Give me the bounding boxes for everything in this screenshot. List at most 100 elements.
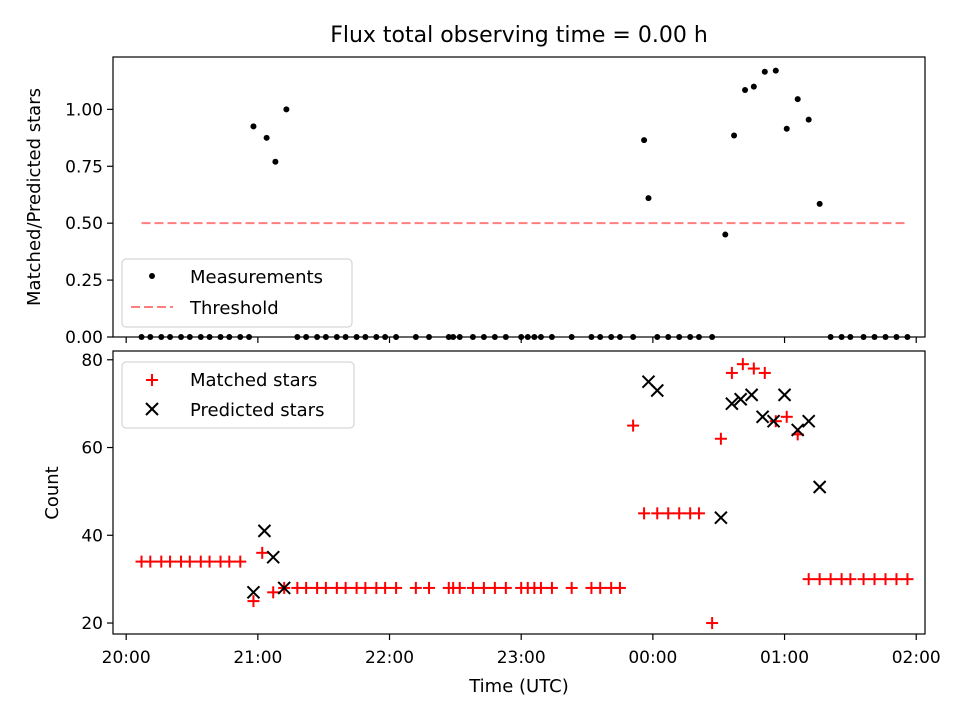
matched-star-point	[879, 573, 892, 586]
measurement-point	[794, 96, 801, 103]
predicted-star-point	[755, 410, 770, 424]
matched-star-point	[339, 581, 352, 594]
predicted-marker-b	[791, 423, 805, 437]
matched-star-point	[534, 581, 547, 594]
matched-star-point	[164, 555, 177, 568]
matched-star-point	[183, 555, 196, 568]
matched-star-point	[747, 362, 760, 375]
predicted-star-point	[733, 392, 748, 406]
top-panel: 0.00 0.25 0.50 0.75 1.00 Matched/Predicted s…	[24, 56, 926, 348]
matched-star-point	[488, 581, 501, 594]
matched-star-point	[857, 573, 870, 586]
measurement-point	[742, 87, 749, 94]
matched-star-point	[692, 507, 705, 520]
x-tick-label: 00:00	[628, 648, 677, 668]
matched-star-point	[725, 366, 738, 379]
legend-matched-label: Matched stars	[190, 370, 317, 391]
predicted-marker-b	[755, 410, 770, 424]
x-tick-label: 01:00	[760, 648, 809, 668]
predicted-marker-b	[246, 585, 261, 600]
matched-star-point	[203, 555, 216, 568]
legend-predicted-marker	[145, 402, 159, 416]
top-y-axis-label: Matched/Predicted stars	[24, 88, 45, 306]
x-tick-label: 21:00	[233, 648, 282, 668]
legend-measurements-marker	[149, 273, 155, 279]
matched-star-point	[769, 415, 782, 428]
legend-matched-marker	[146, 374, 158, 386]
matched-star-point	[545, 581, 558, 594]
matched-star-point	[453, 581, 466, 594]
top-y-tick-label: 0.50	[65, 214, 103, 234]
bottom-panel: 20 40 60 80 20:00 21:00 22:00 23:00 00:00 01:00 0…	[42, 350, 941, 697]
predicted-star-point	[650, 383, 664, 398]
measurement-point	[641, 137, 648, 144]
measurement-point	[731, 132, 738, 139]
predicted-marker-b	[266, 550, 280, 564]
matched-star-point	[802, 573, 815, 586]
matched-star-point	[824, 573, 837, 586]
measurement-point	[272, 158, 279, 165]
predicted-star-point	[744, 388, 759, 402]
matched-star-point	[423, 581, 436, 594]
predicted-marker-b	[812, 480, 827, 494]
predicted-star-point	[812, 480, 827, 494]
measurement-point	[772, 67, 779, 74]
top-y-tick-label: 0.25	[65, 271, 103, 291]
top-plot-frame	[112, 56, 926, 338]
matched-star-point	[409, 581, 422, 594]
matched-star-point	[565, 581, 578, 594]
matched-star-point	[234, 555, 247, 568]
matched-star-point	[890, 573, 903, 586]
top-y-tick-label: 0.00	[65, 328, 103, 348]
legend-threshold-label: Threshold	[189, 298, 279, 319]
measurement-point	[645, 195, 652, 202]
x-tick-label: 02:00	[892, 648, 941, 668]
bottom-y-tick-label: 80	[81, 351, 103, 371]
predicted-marker-b	[766, 414, 781, 428]
matched-star-point	[638, 507, 651, 520]
matched-star-point	[868, 573, 881, 586]
top-legend: Measurements Threshold	[121, 258, 353, 328]
top-y-tick-label: 0.75	[65, 157, 103, 177]
predicted-star-point	[266, 550, 280, 564]
matched-star-point	[736, 358, 749, 371]
bottom-y-tick-label: 20	[81, 614, 103, 634]
matched-star-point	[594, 581, 607, 594]
matched-star-point	[758, 366, 771, 379]
matched-star-point	[379, 581, 392, 594]
matched-star-point	[627, 419, 640, 432]
matched-star-point	[319, 581, 332, 594]
measurement-point	[750, 83, 757, 90]
x-tick-label: 20:00	[102, 648, 151, 668]
predicted-star-point	[766, 414, 781, 428]
bottom-legend-box	[121, 361, 355, 429]
measurement-point	[805, 116, 812, 123]
measurement-point	[283, 106, 290, 113]
predicted-marker-b	[744, 388, 759, 402]
measurement-point	[761, 68, 768, 75]
bottom-plot-frame	[112, 350, 926, 635]
matched-star-point	[144, 555, 157, 568]
predicted-star-point	[791, 423, 805, 437]
measurement-point	[722, 231, 729, 238]
matched-star-point	[714, 432, 727, 445]
measurement-point	[263, 134, 270, 141]
top-legend-box	[121, 258, 353, 328]
x-tick-label: 22:00	[365, 648, 414, 668]
matched-star-point	[223, 555, 236, 568]
predicted-star-point	[246, 585, 261, 600]
matched-star-point	[613, 581, 626, 594]
predicted-marker-b	[725, 396, 739, 411]
predicted-marker-b	[777, 388, 792, 402]
predicted-marker-b	[277, 581, 291, 595]
matched-stars-points	[135, 358, 914, 630]
measurement-point	[783, 125, 790, 132]
legend-predicted-label: Predicted stars	[190, 400, 324, 421]
predicted-marker-b	[714, 511, 728, 525]
predicted-marker-b	[257, 524, 272, 538]
predicted-marker-b	[733, 392, 748, 406]
matched-star-point	[300, 581, 313, 594]
matched-star-point	[844, 573, 857, 586]
